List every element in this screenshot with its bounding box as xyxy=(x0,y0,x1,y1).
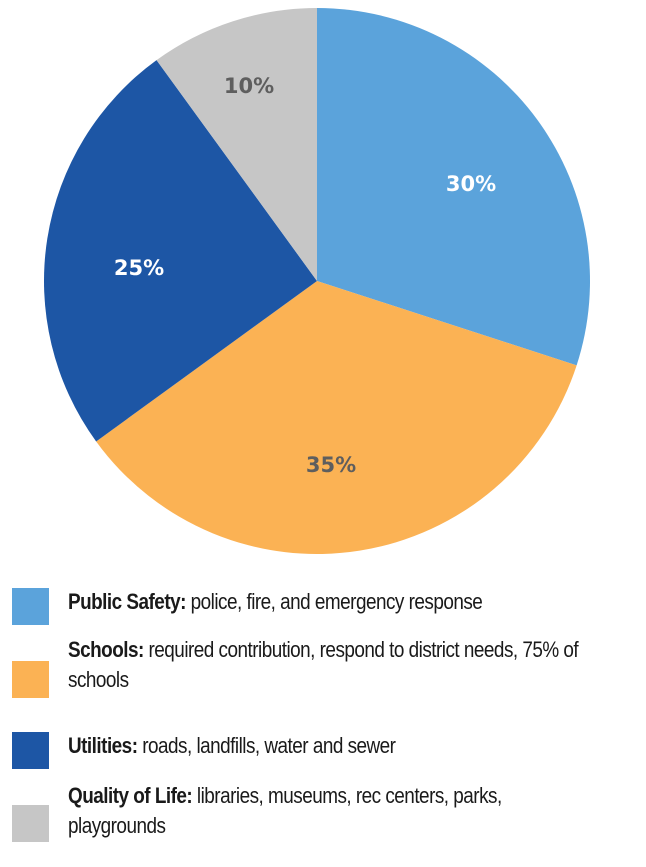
pie-chart: 30% 35% 25% 10% xyxy=(43,8,591,555)
pie-slice-label-public-safety: 30% xyxy=(446,172,496,196)
legend-desc-public-safety: police, fire, and emergency response xyxy=(185,589,483,614)
legend-text-quality-of-life: Quality of Life: libraries, museums, rec… xyxy=(68,781,584,841)
legend-swatch-utilities xyxy=(12,732,49,769)
legend-swatch-public-safety xyxy=(12,588,49,625)
pie-slice-quality-of-life xyxy=(156,8,317,281)
pie-slice-utilities xyxy=(43,60,317,442)
legend-text-utilities: Utilities: roads, landfills, water and s… xyxy=(68,731,618,761)
legend-name-utilities: Utilities: xyxy=(68,733,138,758)
legend-swatch-quality-of-life xyxy=(12,805,49,842)
pie-slice-label-quality-of-life: 10% xyxy=(224,74,274,98)
legend-name-schools: Schools: xyxy=(68,637,144,662)
legend-swatch-schools xyxy=(12,661,49,698)
legend-text-schools: Schools: required contribution, respond … xyxy=(68,635,584,695)
pie-slice-label-utilities: 25% xyxy=(114,256,164,280)
pie-slice-public-safety xyxy=(317,8,591,366)
legend-name-quality-of-life: Quality of Life: xyxy=(68,783,193,808)
legend-desc-quality-of-life: libraries, museums, rec centers, parks, … xyxy=(68,783,502,838)
pie-slice-labels: 30% 35% 25% 10% xyxy=(114,74,496,477)
pie-slice-label-schools: 35% xyxy=(306,453,356,477)
legend-desc-utilities: roads, landfills, water and sewer xyxy=(137,733,396,758)
legend-desc-schools: required contribution, respond to distri… xyxy=(68,637,579,692)
pie-slices xyxy=(43,8,591,555)
pie-slice-schools xyxy=(96,281,577,555)
legend-name-public-safety: Public Safety: xyxy=(68,589,186,614)
legend-text-public-safety: Public Safety: police, fire, and emergen… xyxy=(68,587,618,617)
